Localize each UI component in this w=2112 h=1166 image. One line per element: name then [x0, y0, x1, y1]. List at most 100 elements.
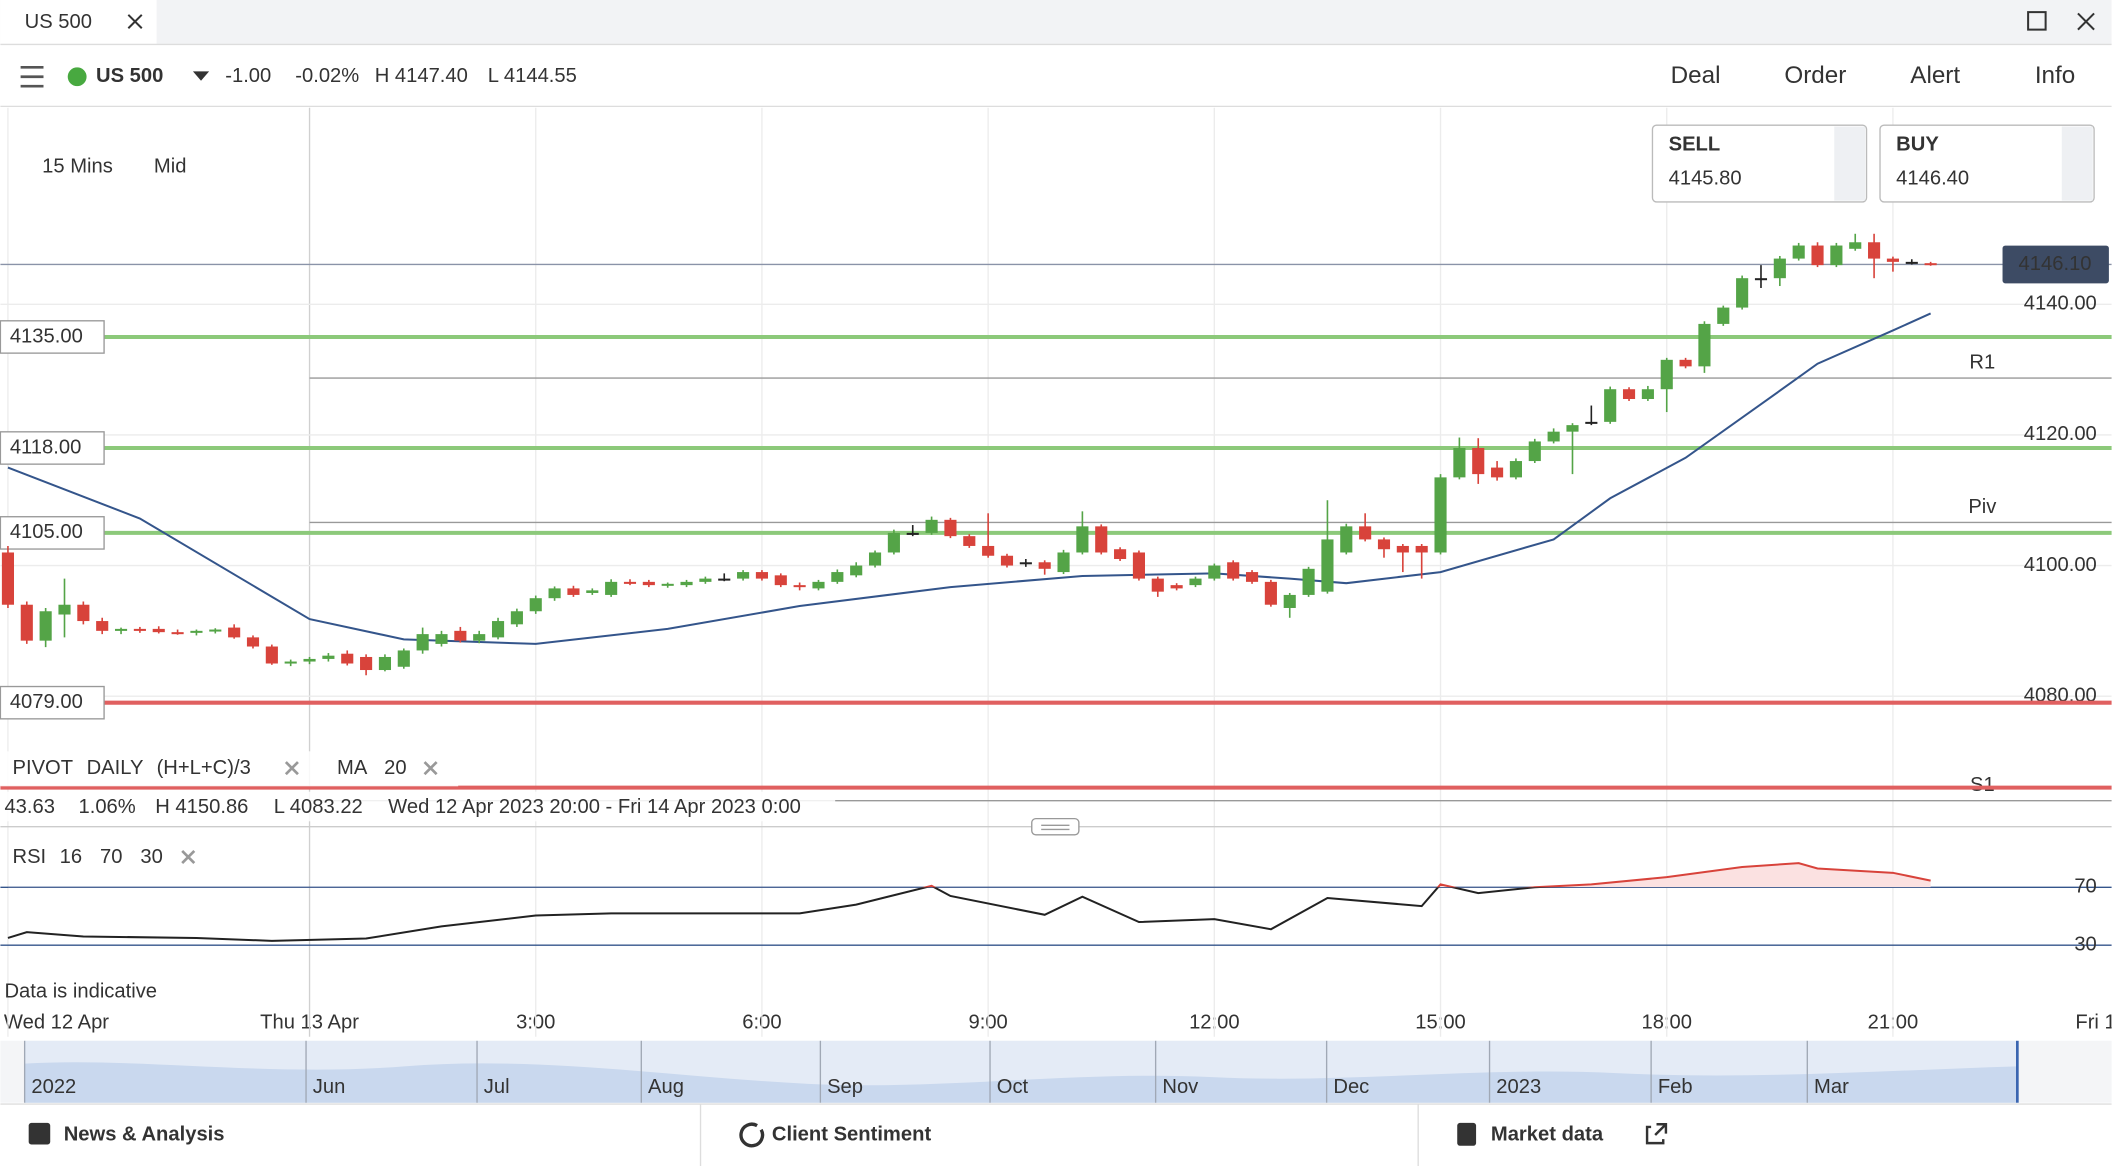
summary-bg — [0, 791, 836, 822]
x-tick-label: Wed 12 Apr — [4, 1012, 109, 1034]
candle-body — [623, 581, 637, 584]
candle-body — [1283, 594, 1296, 608]
dropdown[interactable] — [192, 71, 210, 81]
candle-body — [1585, 421, 1598, 424]
candle-body — [1227, 562, 1240, 579]
navigator-area — [24, 1062, 2018, 1103]
candle-body — [190, 630, 203, 633]
candle-body — [1792, 245, 1805, 259]
candle-body — [133, 628, 146, 631]
low: L 4144.55 — [488, 65, 577, 87]
order[interactable]: Order — [1784, 62, 1846, 89]
buy-button[interactable] — [1879, 124, 2095, 203]
summary-change: 43.63 — [4, 796, 55, 818]
candle-body — [887, 532, 900, 553]
candle-body — [1000, 555, 1014, 566]
candle-body — [1698, 323, 1711, 367]
footer — [0, 1104, 2112, 1166]
price-type[interactable]: Mid — [154, 155, 187, 177]
candle-body — [1415, 545, 1428, 553]
y-tick-label: 4140.00 — [2024, 293, 2097, 315]
close-window[interactable] — [2077, 12, 2095, 31]
pivot-name: PIVOT — [13, 757, 74, 779]
deal[interactable]: Deal — [1671, 62, 1721, 89]
menu-icon[interactable] — [20, 65, 44, 88]
candle-body — [1773, 258, 1786, 279]
tab[interactable] — [0, 0, 157, 45]
candle-body — [1114, 549, 1127, 560]
candle-body — [642, 581, 655, 586]
footer-tab[interactable]: Market data — [1491, 1123, 1604, 1145]
candle-body — [737, 572, 750, 579]
rsi-name: RSI — [13, 846, 47, 868]
level-tag — [0, 516, 105, 550]
candle-body — [906, 532, 919, 535]
candle-body — [171, 632, 184, 635]
candle-body — [1547, 431, 1560, 442]
candle-body — [982, 545, 995, 556]
candle-body — [303, 658, 316, 662]
resize-handle[interactable] — [1031, 817, 1080, 836]
sell-label: SELL — [1669, 134, 1721, 156]
candle-body — [1472, 447, 1485, 475]
candle-body — [473, 634, 486, 641]
remove-pivot[interactable] — [284, 761, 299, 776]
candle-body — [1868, 242, 1881, 259]
candle-body — [1132, 552, 1145, 579]
remove-ma[interactable] — [423, 761, 438, 776]
candle-body — [1811, 245, 1824, 266]
candle-body — [1491, 467, 1504, 478]
sell-button[interactable] — [1651, 124, 1868, 203]
info[interactable]: Info — [2035, 62, 2075, 89]
disclaimer: Data is indicative — [4, 981, 157, 1003]
navigator-label: Mar — [1814, 1076, 1849, 1098]
candle-body — [360, 656, 373, 671]
interval[interactable]: 15 Mins — [42, 155, 113, 177]
candle-body — [454, 630, 467, 641]
candle-body — [510, 611, 523, 625]
interval-button[interactable] — [27, 148, 136, 184]
maximize[interactable] — [2027, 11, 2047, 31]
market-name[interactable]: US 500 — [96, 65, 163, 87]
change-pct: -0.02% — [295, 65, 359, 87]
candle-body — [925, 519, 938, 533]
navigator-label: Sep — [827, 1076, 863, 1098]
candle-body — [1566, 425, 1579, 432]
candle-body — [755, 572, 769, 579]
buy-edge — [2061, 126, 2093, 201]
rsi-tick-label: 70 — [2074, 876, 2096, 898]
candle-body — [1830, 245, 1843, 266]
level-label: 4118.00 — [10, 436, 81, 458]
footer-tab[interactable]: Client Sentiment — [772, 1123, 932, 1145]
navigator-label: Jun — [313, 1076, 346, 1098]
candle-body — [1622, 389, 1636, 400]
alert[interactable]: Alert — [1910, 62, 1960, 89]
tab-close[interactable] — [127, 14, 143, 29]
candle-body — [1321, 539, 1334, 592]
candle-body — [1660, 359, 1673, 390]
candle-body — [228, 627, 241, 638]
footer-tab[interactable]: News & Analysis — [64, 1123, 225, 1145]
candle-body — [20, 604, 33, 641]
summary-change-pct: 1.06% — [78, 796, 135, 818]
remove-rsi[interactable] — [181, 849, 196, 865]
y-tick-label: 4120.00 — [2024, 423, 2097, 445]
candle-body — [246, 637, 260, 647]
last-price-label: 4146.10 — [2019, 253, 2092, 275]
candle-body — [416, 634, 429, 651]
navigator-label: Feb — [1658, 1076, 1693, 1098]
candle-body — [944, 519, 957, 537]
candle-body — [1509, 461, 1522, 478]
sell-price: 4145.80 — [1669, 167, 1742, 189]
candle-body — [1453, 447, 1466, 478]
rsi-line — [7, 887, 1555, 942]
candle-body — [1095, 526, 1108, 553]
candle-body — [699, 578, 712, 582]
candle-body — [1151, 578, 1164, 592]
candle-body — [567, 588, 580, 595]
candle-body — [1019, 562, 1032, 565]
candle-body — [209, 629, 222, 632]
candle-body — [529, 598, 542, 612]
